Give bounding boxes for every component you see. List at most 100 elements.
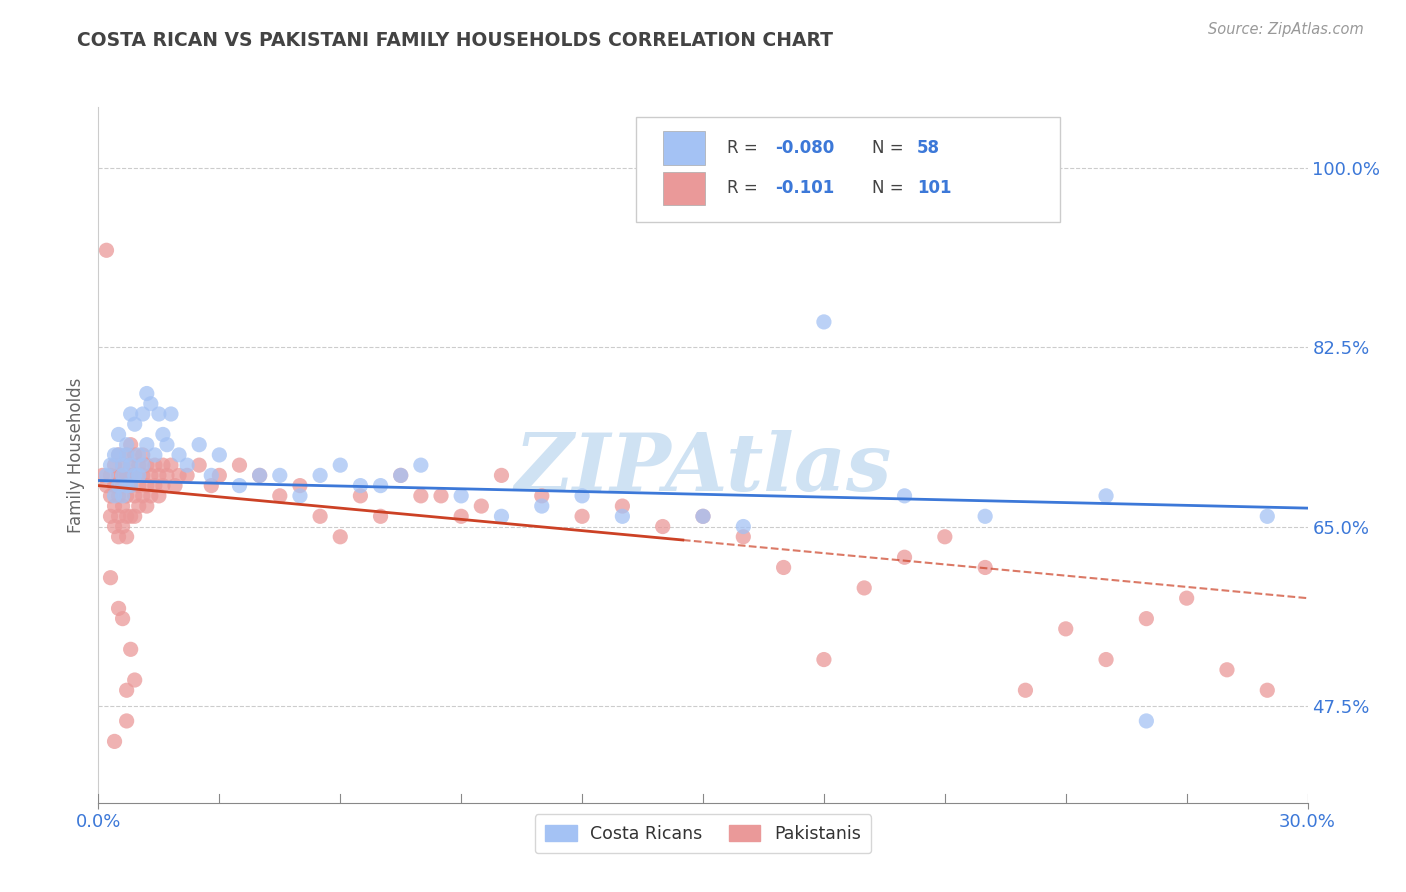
Point xyxy=(1175,591,1198,606)
Point xyxy=(450,509,472,524)
Point xyxy=(167,448,190,462)
Point xyxy=(103,448,125,462)
Point xyxy=(152,427,174,442)
Point xyxy=(974,560,997,574)
Point xyxy=(934,530,956,544)
Point xyxy=(124,417,146,432)
Point xyxy=(100,571,122,585)
Point xyxy=(115,468,138,483)
Point xyxy=(288,489,311,503)
Point xyxy=(128,478,150,492)
Point xyxy=(288,478,311,492)
Point xyxy=(163,478,186,492)
Point xyxy=(132,458,155,472)
Point xyxy=(370,509,392,524)
Point xyxy=(120,478,142,492)
Point xyxy=(160,458,183,472)
Point xyxy=(612,509,634,524)
Point xyxy=(100,509,122,524)
Point xyxy=(135,478,157,492)
Point xyxy=(249,468,271,483)
Point xyxy=(128,499,150,513)
Point xyxy=(111,468,134,483)
Point xyxy=(111,478,134,492)
Legend: Costa Ricans, Pakistanis: Costa Ricans, Pakistanis xyxy=(534,814,872,854)
Point xyxy=(107,448,129,462)
Point xyxy=(124,489,146,503)
Point xyxy=(571,489,593,503)
Point xyxy=(124,468,146,483)
Point xyxy=(156,438,179,452)
Point xyxy=(139,489,162,503)
Point xyxy=(115,683,138,698)
Point xyxy=(1135,714,1157,728)
Point xyxy=(91,468,114,483)
Point xyxy=(120,509,142,524)
Point xyxy=(188,458,211,472)
Point xyxy=(1256,509,1278,524)
Point xyxy=(733,519,755,533)
Point xyxy=(176,468,198,483)
Point xyxy=(100,489,122,503)
Point xyxy=(132,489,155,503)
Point xyxy=(107,601,129,615)
Point xyxy=(813,315,835,329)
Point xyxy=(349,478,371,492)
Point xyxy=(107,427,129,442)
Point xyxy=(96,244,118,258)
Point xyxy=(692,509,714,524)
Point xyxy=(1054,622,1077,636)
Point xyxy=(139,397,162,411)
Point xyxy=(389,468,412,483)
Point xyxy=(120,407,142,421)
Point xyxy=(111,489,134,503)
Point xyxy=(120,458,142,472)
Point xyxy=(107,448,129,462)
Point xyxy=(853,581,876,595)
Point xyxy=(120,478,142,492)
Point xyxy=(1135,612,1157,626)
Point xyxy=(160,407,183,421)
Point xyxy=(228,458,250,472)
Point xyxy=(143,448,166,462)
Point xyxy=(96,478,118,492)
Text: 101: 101 xyxy=(917,179,952,197)
Point xyxy=(651,519,673,533)
Point xyxy=(120,468,142,483)
Point xyxy=(1095,652,1118,666)
Point xyxy=(103,478,125,492)
Point xyxy=(200,478,222,492)
Point xyxy=(124,509,146,524)
Point xyxy=(111,519,134,533)
Point xyxy=(148,489,170,503)
Point xyxy=(143,478,166,492)
Text: N =: N = xyxy=(872,179,910,197)
Point xyxy=(893,489,915,503)
Point xyxy=(692,509,714,524)
Text: ZIPAtlas: ZIPAtlas xyxy=(515,430,891,508)
Text: R =: R = xyxy=(727,139,763,157)
Point xyxy=(103,499,125,513)
Point xyxy=(470,499,492,513)
Point xyxy=(612,499,634,513)
Point xyxy=(111,458,134,472)
Point xyxy=(103,519,125,533)
Point xyxy=(148,468,170,483)
Point xyxy=(120,458,142,472)
Point xyxy=(772,560,794,574)
Point xyxy=(530,489,553,503)
Point xyxy=(143,458,166,472)
Point xyxy=(571,509,593,524)
Point xyxy=(200,468,222,483)
Point xyxy=(167,468,190,483)
Point xyxy=(974,509,997,524)
Point xyxy=(111,499,134,513)
Point xyxy=(124,468,146,483)
Point xyxy=(103,489,125,503)
Point xyxy=(115,714,138,728)
Point xyxy=(111,458,134,472)
Point xyxy=(107,489,129,503)
Point xyxy=(1014,683,1036,698)
Point xyxy=(107,478,129,492)
Point xyxy=(813,652,835,666)
